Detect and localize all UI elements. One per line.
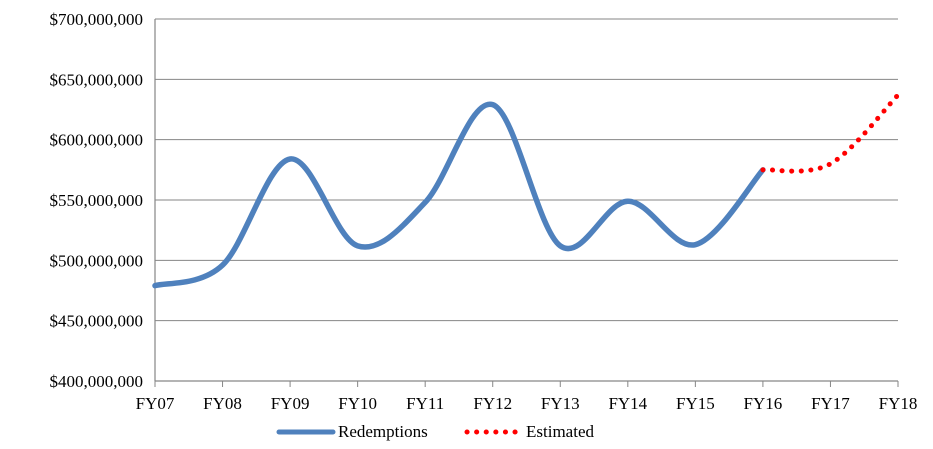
legend-label-estimated: Estimated [526, 422, 594, 441]
x-tick-label: FY11 [406, 394, 444, 413]
axes [154, 19, 899, 387]
x-axis-tick-labels: FY07 FY08 FY09 FY10 FY11 FY12 FY13 FY14 FY15 FY16… [136, 394, 918, 413]
y-tick-label: $400,000,000 [50, 372, 144, 391]
x-tick-label: FY13 [541, 394, 580, 413]
x-tick-label: FY16 [744, 394, 783, 413]
x-tick-label: FY07 [136, 394, 175, 413]
y-tick-label: $550,000,000 [50, 191, 144, 210]
y-tick-label: $500,000,000 [50, 251, 144, 270]
y-tick-label: $700,000,000 [50, 10, 144, 29]
x-tick-label: FY08 [203, 394, 242, 413]
x-tick-label: FY12 [473, 394, 512, 413]
x-tick-label: FY14 [608, 394, 647, 413]
y-axis-tick-labels: $400,000,000 $450,000,000 $500,000,000 $550… [50, 10, 144, 391]
legend-label-redemptions: Redemptions [338, 422, 428, 441]
x-tick-label: FY15 [676, 394, 715, 413]
series-line-estimated [760, 92, 901, 174]
gridlines [155, 18, 898, 322]
y-tick-label: $650,000,000 [50, 70, 144, 89]
series-line-redemptions [152, 101, 766, 289]
legend: Redemptions Estimated [276, 422, 594, 441]
y-tick-label: $450,000,000 [50, 312, 144, 331]
x-tick-label: FY10 [338, 394, 377, 413]
x-tick-label: FY09 [271, 394, 310, 413]
x-tick-label: FY18 [879, 394, 918, 413]
series-lines [152, 92, 901, 289]
y-tick-label: $600,000,000 [50, 131, 144, 150]
x-tick-label: FY17 [811, 394, 850, 413]
